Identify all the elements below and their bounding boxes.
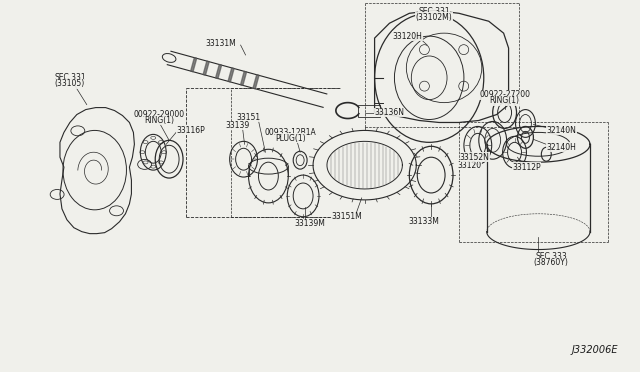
Text: 32140N: 32140N — [547, 126, 576, 135]
Text: 33120H: 33120H — [392, 32, 422, 41]
Text: J332006E: J332006E — [572, 345, 618, 355]
Polygon shape — [228, 68, 234, 82]
Text: 33116P: 33116P — [176, 126, 205, 135]
Text: SEC.331: SEC.331 — [54, 73, 86, 82]
Text: SEC.333: SEC.333 — [536, 252, 567, 261]
Bar — [358, 105, 380, 116]
Text: RING(1): RING(1) — [144, 116, 174, 125]
Text: PLUG(1): PLUG(1) — [275, 134, 305, 143]
Text: SEC.331: SEC.331 — [419, 7, 450, 16]
Polygon shape — [253, 75, 259, 89]
Text: 33131M: 33131M — [205, 39, 236, 48]
Text: 33139M: 33139M — [294, 219, 326, 228]
Polygon shape — [241, 71, 246, 85]
Text: 33151M: 33151M — [332, 212, 362, 221]
Text: RING(1): RING(1) — [490, 96, 520, 105]
Text: 33152N: 33152N — [460, 153, 490, 162]
Text: 33139: 33139 — [225, 121, 250, 130]
Text: 33136N: 33136N — [374, 108, 404, 117]
Polygon shape — [203, 61, 209, 75]
Text: 33120: 33120 — [458, 161, 482, 170]
Polygon shape — [191, 58, 196, 72]
Text: 33112P: 33112P — [512, 163, 541, 171]
Polygon shape — [216, 64, 221, 78]
Text: (38760Y): (38760Y) — [534, 258, 569, 267]
Text: 00922-29000: 00922-29000 — [134, 110, 185, 119]
Text: (33105): (33105) — [54, 79, 84, 88]
Text: 00922-27200: 00922-27200 — [479, 90, 530, 99]
Text: 33133M: 33133M — [409, 217, 440, 226]
Text: 00933-12B1A: 00933-12B1A — [264, 128, 316, 137]
Text: (33102M): (33102M) — [416, 13, 452, 22]
Text: 32140H: 32140H — [547, 143, 576, 152]
Text: 33151: 33151 — [236, 113, 260, 122]
